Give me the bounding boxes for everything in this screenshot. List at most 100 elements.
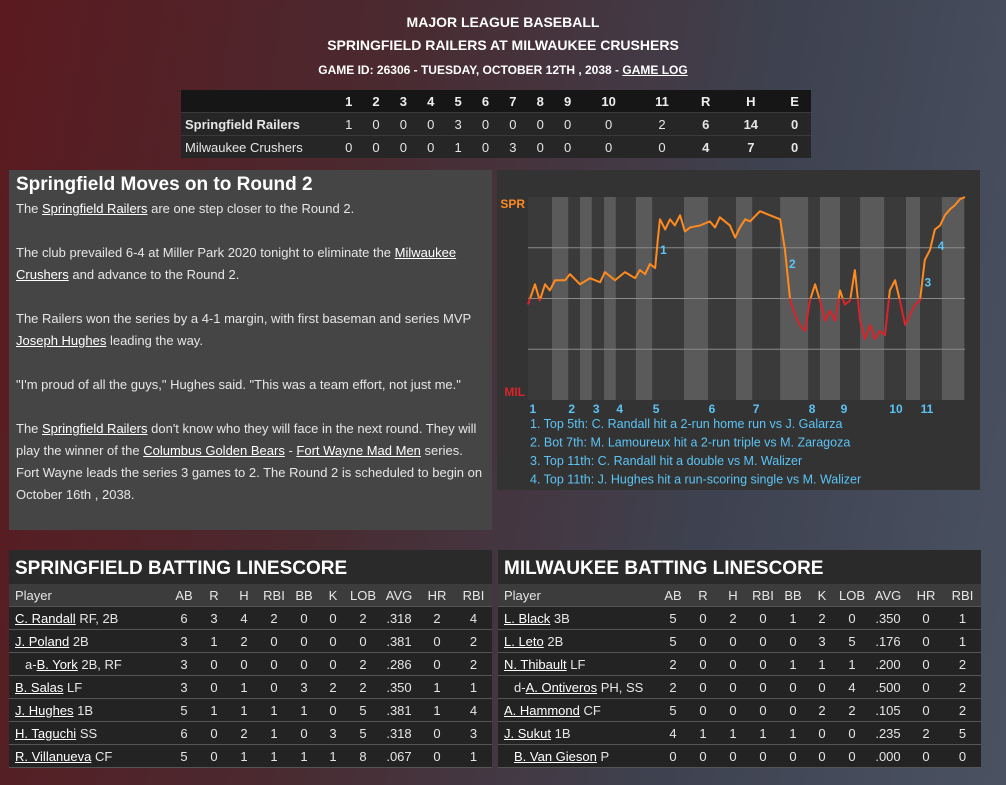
stat-cell: .350 (868, 606, 908, 630)
player-cell: B. Salas LF (9, 675, 169, 699)
player-link[interactable]: J. Hughes (15, 702, 74, 718)
score-cell: 14 (723, 112, 779, 136)
stat-cell: 2 (419, 606, 455, 630)
player-link[interactable]: L. Leto (504, 633, 544, 649)
stat-cell: 2 (718, 606, 748, 630)
bottom-label: MIL (504, 385, 525, 399)
inning-label: 5 (653, 402, 660, 416)
player-link[interactable]: J. Sukut (504, 725, 551, 741)
player-link[interactable]: N. Thibault (504, 656, 567, 672)
player-link[interactable]: H. Taguchi (15, 725, 77, 741)
batting-title: MILWAUKEE BATTING LINESCORE (498, 550, 981, 584)
link[interactable]: Springfield Railers (42, 421, 148, 436)
stat-cell: 2 (908, 721, 944, 745)
player-link[interactable]: C. Randall (15, 610, 76, 626)
stat-cell: 0 (808, 744, 836, 768)
player-cell: B. Van Gieson P (498, 744, 658, 768)
text: The club prevailed 6-4 at Miller Park 20… (16, 245, 395, 260)
player-link[interactable]: R. Villanueva (15, 748, 92, 764)
stat-cell: 2 (229, 629, 259, 653)
column-header: 7 (499, 90, 527, 113)
game-info-line: GAME ID: 26306 - TUESDAY, OCTOBER 12TH ,… (0, 63, 1006, 77)
stat-cell: .000 (868, 744, 908, 768)
score-cell: 0 (553, 135, 582, 158)
stat-cell: 1 (229, 675, 259, 699)
stat-cell: 1 (688, 721, 718, 745)
player-link[interactable]: B. York (36, 656, 78, 672)
player-link[interactable]: B. Salas (15, 679, 64, 695)
stat-cell: .067 (379, 744, 419, 768)
link[interactable]: Springfield Railers (42, 201, 148, 216)
stat-cell: 3 (455, 721, 492, 745)
league: MAJOR LEAGUE BASEBALL (406, 14, 600, 30)
column-header: HR (419, 584, 455, 607)
column-header: RBI (748, 584, 778, 607)
stat-cell: 2 (319, 675, 347, 699)
batting-box: MILWAUKEE BATTING LINESCORE Player AB R H RBI… (498, 550, 981, 768)
stat-cell: 3 (169, 629, 199, 653)
paragraph: The club prevailed 6-4 at Miller Park 20… (16, 242, 485, 286)
score-cell: 3 (499, 135, 527, 158)
batting-row: H. Taguchi SS 6 0 2 1 0 3 5.318 0 3 (9, 721, 492, 745)
column-header: 3 (389, 90, 418, 113)
matchup: SPRINGFIELD RAILERS AT MILWAUKEE CRUSHER… (327, 37, 679, 53)
player-cell: C. Randall RF, 2B (9, 606, 169, 630)
paragraph: The Springfield Railers are one step clo… (16, 198, 485, 220)
player-cell: H. Taguchi SS (9, 721, 169, 745)
game-log-link[interactable]: GAME LOG (622, 63, 688, 77)
stat-cell: 0 (688, 606, 718, 630)
player-link[interactable]: B. Van Gieson (514, 748, 597, 764)
batting-row: C. Randall RF, 2B 6 3 4 2 0 0 2.318 2 4 (9, 606, 492, 630)
column-header: AVG (868, 584, 908, 607)
column-header: H (723, 90, 779, 113)
text: - (284, 443, 297, 458)
stat-cell: 0 (419, 744, 455, 768)
position: CF (583, 702, 601, 718)
link[interactable]: Columbus Golden Bears (143, 443, 285, 458)
player-link[interactable]: J. Poland (15, 633, 70, 649)
column-header: H (718, 584, 748, 607)
batting-header: Player AB R H RBI BB K LOB AVG HR RBI (9, 584, 492, 607)
score-cell: 0 (417, 135, 445, 158)
column-header: HR (908, 584, 944, 607)
stat-cell: 0 (778, 744, 808, 768)
score-cell: 6 (687, 112, 724, 136)
stat-cell: 0 (836, 721, 868, 745)
stat-cell: 4 (836, 675, 868, 699)
stat-cell: .176 (868, 629, 908, 653)
stat-cell: 0 (778, 675, 808, 699)
stat-cell: .381 (379, 698, 419, 722)
batting-row: a-B. York 2B, RF 3 0 0 0 0 0 2.286 0 2 (9, 652, 492, 676)
player-link[interactable]: A. Hammond (504, 702, 580, 718)
column-header: 5 (444, 90, 472, 113)
annotation-marker: 4 (938, 239, 945, 253)
link[interactable]: Fort Wayne Mad Men (296, 443, 421, 458)
stat-cell: 2 (259, 606, 289, 630)
batting-row: J. Poland 2B 3 1 2 0 0 0 0.381 0 2 (9, 629, 492, 653)
inning-label: 2 (568, 402, 575, 416)
linescore-header: 1 2 3 4 5 6 7 8 9 10 11 R H E (181, 90, 811, 113)
batting-table: Player AB R H RBI BB K LOB AVG HR RBI L. Black 3B 5 0… (498, 584, 981, 768)
stat-cell: 1 (944, 606, 981, 630)
link[interactable]: Joseph Hughes (16, 333, 107, 348)
link[interactable]: Milwaukee Crushers (16, 245, 457, 282)
column-header: RBI (259, 584, 289, 607)
position: SS (79, 725, 98, 741)
position: LF (67, 679, 83, 695)
stat-cell: 3 (199, 606, 229, 630)
stat-cell: 1 (419, 675, 455, 699)
stat-cell: 0 (319, 652, 347, 676)
column-header: R (688, 584, 718, 607)
batting-row: d-A. Ontiveros PH, SS 2 0 0 0 0 0 4.500 0 2 (498, 675, 981, 699)
player-link[interactable]: A. Ontiveros (525, 679, 598, 695)
player-link[interactable]: L. Black (504, 610, 551, 626)
stat-cell: .500 (868, 675, 908, 699)
stat-cell: 2 (455, 652, 492, 676)
inning-label: 9 (841, 402, 848, 416)
column-header: 11 (635, 90, 688, 113)
stat-cell: 0 (229, 652, 259, 676)
stat-cell: 0 (259, 675, 289, 699)
paragraph: "I'm proud of all the guys," Hughes said… (16, 374, 485, 396)
column-header: E (778, 90, 811, 113)
